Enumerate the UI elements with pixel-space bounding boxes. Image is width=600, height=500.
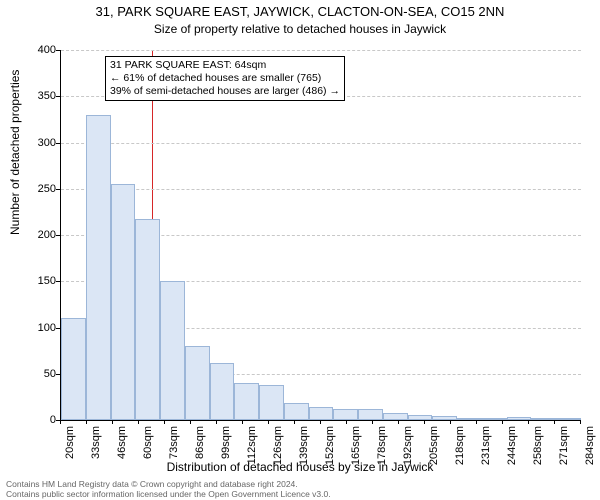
xtick-label: 86sqm: [194, 426, 206, 459]
xtick-label: 165sqm: [350, 426, 362, 465]
xtick-label: 33sqm: [90, 426, 102, 459]
ytick-label: 350: [16, 90, 56, 102]
xtick-mark: [424, 420, 425, 424]
annotation-line-2: ← 61% of detached houses are smaller (76…: [110, 72, 340, 85]
histogram-bar: [210, 363, 235, 420]
chart-container: { "header": { "title": "31, PARK SQUARE …: [0, 0, 600, 500]
xtick-label: 46sqm: [116, 426, 128, 459]
histogram-bar: [432, 416, 457, 420]
xtick-mark: [60, 420, 61, 424]
xtick-label: 73sqm: [168, 426, 180, 459]
xtick-mark: [164, 420, 165, 424]
xtick-label: 258sqm: [532, 426, 544, 465]
ytick-mark: [56, 328, 60, 329]
xtick-mark: [138, 420, 139, 424]
xtick-label: 284sqm: [584, 426, 596, 465]
ytick-mark: [56, 235, 60, 236]
xtick-mark: [554, 420, 555, 424]
plot-area: [60, 50, 581, 421]
xtick-mark: [346, 420, 347, 424]
xtick-mark: [268, 420, 269, 424]
xtick-mark: [450, 420, 451, 424]
xtick-label: 231sqm: [480, 426, 492, 465]
xtick-mark: [294, 420, 295, 424]
gridline: [61, 143, 581, 144]
xtick-label: 192sqm: [402, 426, 414, 465]
xtick-mark: [580, 420, 581, 424]
xtick-mark: [320, 420, 321, 424]
xtick-label: 244sqm: [506, 426, 518, 465]
histogram-bar: [556, 418, 581, 420]
histogram-bar: [358, 409, 383, 420]
xtick-label: 271sqm: [558, 426, 570, 465]
histogram-bar: [408, 415, 433, 420]
xtick-mark: [216, 420, 217, 424]
xtick-mark: [242, 420, 243, 424]
histogram-bar: [86, 115, 111, 420]
ytick-label: 300: [16, 137, 56, 149]
histogram-bar: [383, 413, 408, 420]
ytick-mark: [56, 96, 60, 97]
xtick-label: 218sqm: [454, 426, 466, 465]
histogram-bar: [457, 418, 482, 420]
ytick-label: 400: [16, 44, 56, 56]
histogram-bar: [135, 219, 160, 420]
xtick-label: 152sqm: [324, 426, 336, 465]
ytick-mark: [56, 50, 60, 51]
chart-title: 31, PARK SQUARE EAST, JAYWICK, CLACTON-O…: [0, 4, 600, 19]
annotation-box: 31 PARK SQUARE EAST: 64sqm ← 61% of deta…: [105, 56, 345, 101]
gridline: [61, 189, 581, 190]
ytick-label: 200: [16, 229, 56, 241]
ytick-label: 0: [16, 414, 56, 426]
ytick-label: 250: [16, 183, 56, 195]
ytick-label: 150: [16, 275, 56, 287]
xtick-mark: [528, 420, 529, 424]
xtick-label: 178sqm: [376, 426, 388, 465]
xtick-mark: [372, 420, 373, 424]
xtick-label: 20sqm: [64, 426, 76, 459]
histogram-bar: [234, 383, 259, 420]
histogram-bar: [531, 418, 556, 420]
histogram-bar: [160, 281, 185, 420]
xtick-label: 99sqm: [220, 426, 232, 459]
xtick-mark: [398, 420, 399, 424]
xtick-label: 139sqm: [298, 426, 310, 465]
annotation-line-1: 31 PARK SQUARE EAST: 64sqm: [110, 59, 340, 72]
histogram-bar: [333, 409, 358, 420]
ytick-label: 50: [16, 368, 56, 380]
histogram-bar: [309, 407, 334, 420]
xtick-mark: [86, 420, 87, 424]
ytick-mark: [56, 143, 60, 144]
footer-attribution: Contains HM Land Registry data © Crown c…: [6, 480, 331, 499]
xtick-label: 112sqm: [246, 426, 258, 464]
xtick-mark: [502, 420, 503, 424]
ytick-mark: [56, 281, 60, 282]
annotation-line-3: 39% of semi-detached houses are larger (…: [110, 85, 340, 98]
histogram-bar: [185, 346, 210, 420]
xtick-mark: [112, 420, 113, 424]
ytick-mark: [56, 189, 60, 190]
xtick-label: 60sqm: [142, 426, 154, 459]
xtick-label: 126sqm: [272, 426, 284, 465]
histogram-bar: [61, 318, 86, 420]
ytick-label: 100: [16, 322, 56, 334]
histogram-bar: [111, 184, 136, 420]
chart-subtitle: Size of property relative to detached ho…: [0, 22, 600, 36]
xtick-mark: [190, 420, 191, 424]
ytick-mark: [56, 374, 60, 375]
footer-line-2: Contains public sector information licen…: [6, 490, 331, 499]
histogram-bar: [259, 385, 284, 420]
xtick-mark: [476, 420, 477, 424]
xtick-label: 205sqm: [428, 426, 440, 465]
gridline: [61, 50, 581, 51]
histogram-bar: [284, 403, 309, 420]
